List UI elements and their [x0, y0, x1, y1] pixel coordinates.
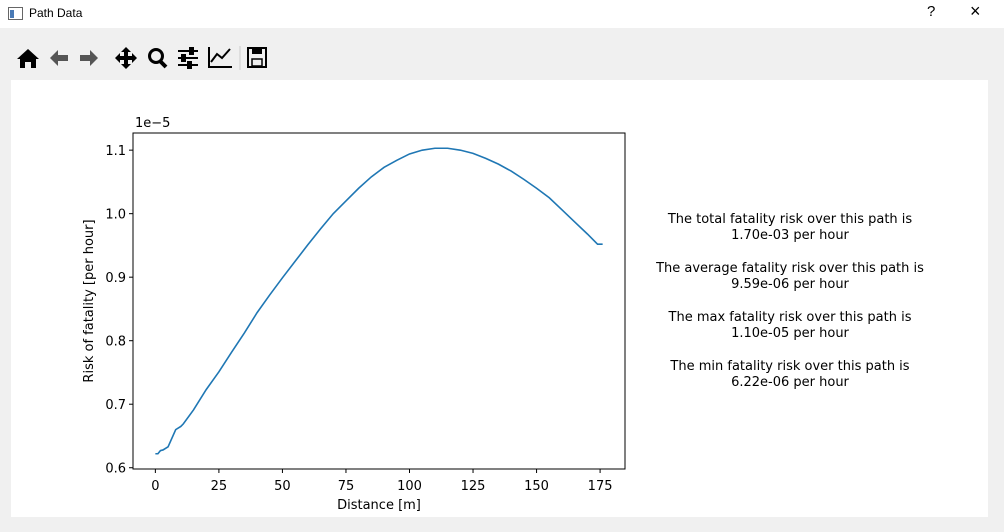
app-icon — [8, 7, 23, 20]
back-button[interactable] — [50, 50, 68, 66]
window-title: Path Data — [29, 6, 83, 20]
x-axis-label: Distance [m] — [337, 498, 421, 513]
annotation-text: 1.70e-03 per hour — [731, 228, 849, 243]
x-tick-label: 175 — [588, 479, 613, 494]
annotation-text: 9.59e-06 per hour — [731, 277, 849, 292]
axes-frame — [132, 132, 626, 470]
annotation-text: 1.10e-05 per hour — [731, 326, 849, 341]
home-button[interactable] — [17, 49, 39, 68]
y-tick-label: 0.6 — [105, 462, 126, 477]
toolbar-icons — [17, 46, 267, 70]
x-tick-label: 0 — [151, 479, 159, 494]
x-tick-label: 100 — [397, 479, 422, 494]
y-tick-label: 0.9 — [105, 271, 126, 286]
y-tick-label: 1.1 — [105, 144, 126, 159]
annotation-text: The average fatality risk over this path… — [655, 261, 924, 276]
help-button[interactable]: ? — [927, 3, 936, 20]
y-offset-label: 1e−5 — [135, 116, 170, 131]
edit-axes-button[interactable] — [208, 47, 232, 68]
configure-button[interactable] — [178, 47, 198, 69]
annotation-text: The max fatality risk over this path is — [668, 310, 912, 325]
save-button[interactable] — [247, 47, 267, 68]
zoom-button[interactable] — [148, 48, 168, 69]
y-axis-label: Risk of fatality [per hour] — [82, 219, 97, 382]
close-button[interactable]: × — [970, 1, 981, 21]
x-tick-label: 150 — [524, 479, 549, 494]
y-tick-label: 1.0 — [105, 208, 126, 223]
pan-button[interactable] — [115, 47, 137, 69]
x-tick-label: 50 — [274, 479, 291, 494]
annotation-text: The min fatality risk over this path is — [669, 359, 909, 374]
data-line — [155, 147, 603, 455]
toolbar — [0, 28, 1004, 80]
annotation-text: The total fatality risk over this path i… — [667, 212, 913, 227]
chart: 0 25 50 75 100 125 150 175 0.6 0.7 0.8 0.9 1.0 1.1 Dis… — [82, 116, 924, 513]
x-tick-label: 75 — [338, 479, 355, 494]
forward-button[interactable] — [80, 50, 98, 66]
annotation-text: 6.22e-06 per hour — [731, 375, 849, 390]
figure: 0 25 50 75 100 125 150 175 0.6 0.7 0.8 0.9 1.0 1.1 Dis… — [11, 80, 988, 517]
y-tick-label: 0.8 — [105, 335, 126, 350]
x-tick-label: 25 — [211, 479, 228, 494]
y-tick-label: 0.7 — [105, 398, 126, 413]
title-bar: Path Data ? × — [0, 0, 1004, 28]
x-tick-label: 125 — [461, 479, 486, 494]
